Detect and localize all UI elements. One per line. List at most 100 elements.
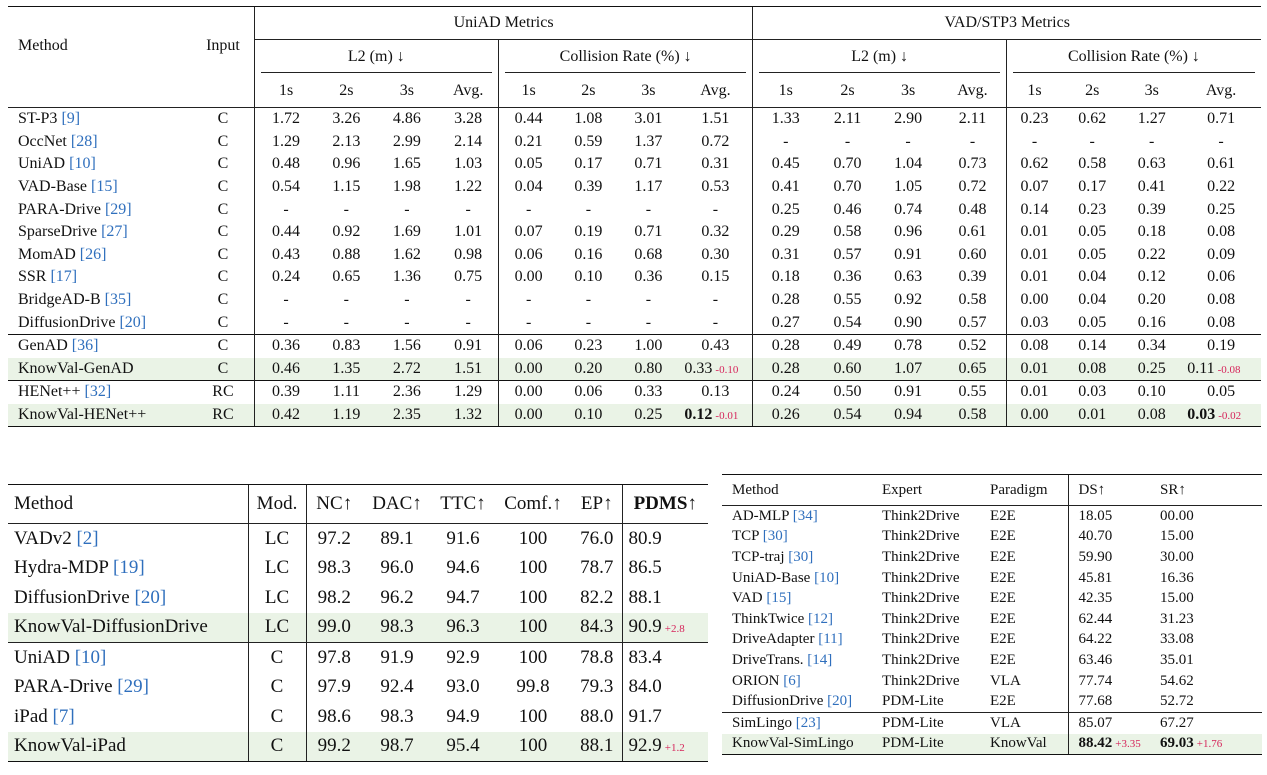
metric-value: 1.56 (392, 337, 421, 355)
value-cell: 0.31 (678, 153, 752, 176)
method-cell: AD-MLP [34] (722, 506, 882, 527)
metric-value: - (1149, 132, 1155, 150)
value-cell: 0.83 (317, 333, 376, 358)
metric-value: 0.91 (894, 383, 923, 401)
value-cell: 4.86 (375, 106, 439, 131)
method-cell: Hydra-MDP [19] (8, 554, 248, 584)
metric-value: 88.1 (628, 586, 662, 608)
metric-value: 0.70 (833, 155, 862, 173)
metric-value: 0.10 (574, 268, 603, 286)
value-cell: 84.3 (572, 612, 622, 643)
metric-value: 100 (518, 527, 548, 549)
expert-cell: PDM-Lite (882, 711, 990, 734)
method-name: DriveTrans. (732, 651, 804, 668)
delta-badge: -0.10 (715, 363, 739, 376)
metric-value: 4.86 (392, 110, 421, 128)
metric-value: 0.49 (833, 337, 862, 355)
metric-value: 100 (518, 557, 548, 579)
modality-cell: C (247, 702, 306, 732)
value-cell: 0.04 (497, 175, 559, 199)
metric-value: 97.9 (317, 676, 351, 698)
metric-value: 88.0 (580, 705, 614, 727)
table-row: DriveAdapter [11] Think2Drive E2E 64.22 33.0… (722, 629, 1262, 651)
citation-link: [23] (795, 714, 821, 731)
metric-value: 0.53 (701, 178, 730, 196)
value-cell: 1.65 (375, 153, 438, 176)
input-cell: C (192, 357, 255, 381)
value-cell: 0.05 (1181, 380, 1261, 404)
value-cell: 0.00 (497, 403, 559, 428)
metric-value: 0.80 (634, 359, 663, 377)
horizon-header: 3s (900, 81, 916, 99)
metric-value: 0.22 (1207, 178, 1236, 196)
ds-cell: 45.81 (1067, 567, 1160, 589)
value-cell: 0.70 (818, 176, 877, 199)
metric-value: 0.63 (1137, 155, 1166, 173)
citation-link: [17] (50, 268, 78, 286)
bench2drive-table: Method Expert Paradigm DS↑ SR↑ AD-MLP [34] Th… (722, 474, 1262, 756)
metric-value: 1.00 (634, 337, 663, 355)
value-cell: 0.20 (558, 357, 619, 381)
metric-value: 0.19 (574, 223, 603, 241)
table-row: VADv2 [2] LC 97.2 89.1 91.6 100 76.0 80.9 (8, 523, 708, 554)
value-cell: - (1181, 131, 1261, 154)
metric-value: 98.3 (380, 616, 414, 638)
input-cell: C (217, 223, 229, 241)
table-row: TCP [30] Think2Drive E2E 40.70 15.00 (722, 526, 1262, 548)
value-cell: 78.7 (572, 554, 622, 584)
value-cell: 80.9 (621, 523, 708, 554)
metric-value: 0.48 (272, 155, 301, 173)
value-cell: 99.2 (305, 731, 362, 762)
value-cell: 2.72 (375, 357, 439, 381)
value-cell: 100 (494, 702, 572, 732)
value-cell: 0.33 (618, 380, 679, 404)
header-cell: Method (722, 474, 882, 506)
value-cell: - (253, 198, 318, 221)
value-cell: 0.05 (1062, 244, 1122, 267)
metric-value: 62.44 (1078, 610, 1113, 627)
metric-value: 83.4 (628, 646, 662, 668)
value-cell: 94.9 (432, 702, 494, 732)
metric-value: 0.44 (514, 110, 543, 128)
metric-value: 0.00 (514, 359, 543, 377)
value-cell: 100 (494, 524, 572, 554)
metric-value: 2.11 (833, 110, 862, 128)
value-cell: 0.58 (939, 289, 1006, 312)
value-cell: 1.35 (317, 357, 376, 381)
metric-value: - (465, 291, 471, 309)
method-cell: UniAD-Base [10] (722, 568, 882, 589)
horizon-header: 2s (581, 81, 596, 99)
metric-value: 97.2 (317, 527, 351, 549)
value-cell: 1.00 (618, 333, 679, 358)
metric-value: 84.3 (580, 616, 614, 638)
ds-cell: 62.44 (1067, 608, 1160, 630)
sr-cell: 31.23 (1160, 609, 1262, 630)
value-cell: 0.90 (877, 311, 939, 334)
method-cell: TCP [30] (722, 527, 882, 548)
method-cell: UniAD [10] (8, 153, 192, 176)
value-cell: 1.05 (877, 176, 939, 199)
method-cell: TCP-traj [30] (722, 547, 882, 568)
method-cell: VAD-Base [15] (8, 176, 192, 199)
horizon-header: Avg. (700, 81, 731, 99)
header-cell: Method (8, 484, 248, 524)
value-cell: 2.11 (939, 106, 1007, 131)
value-cell: 0.25 (752, 198, 819, 221)
value-cell: - (375, 289, 438, 312)
value-cell: 99.0 (305, 612, 362, 643)
metric-value: 0.01 (1020, 268, 1049, 286)
expert-cell: Think2Drive (882, 590, 960, 607)
value-cell: - (558, 289, 618, 312)
sr-cell: 30.00 (1160, 547, 1262, 568)
metric-value: 98.2 (317, 586, 351, 608)
vad-metrics-header: VAD/STP3 Metrics (752, 6, 1261, 40)
value-cell: 0.08 (1181, 311, 1261, 334)
value-cell: 0.23 (558, 333, 619, 358)
method-cell: KnowVal-iPad (8, 731, 248, 762)
method-name: SparseDrive (18, 223, 98, 241)
metric-value: 0.24 (771, 383, 800, 401)
metric-value: 78.8 (580, 646, 614, 668)
metric-value: 0.44 (272, 223, 301, 241)
metric-value: 0.13 (701, 383, 730, 401)
citation-link: [28] (70, 132, 98, 150)
